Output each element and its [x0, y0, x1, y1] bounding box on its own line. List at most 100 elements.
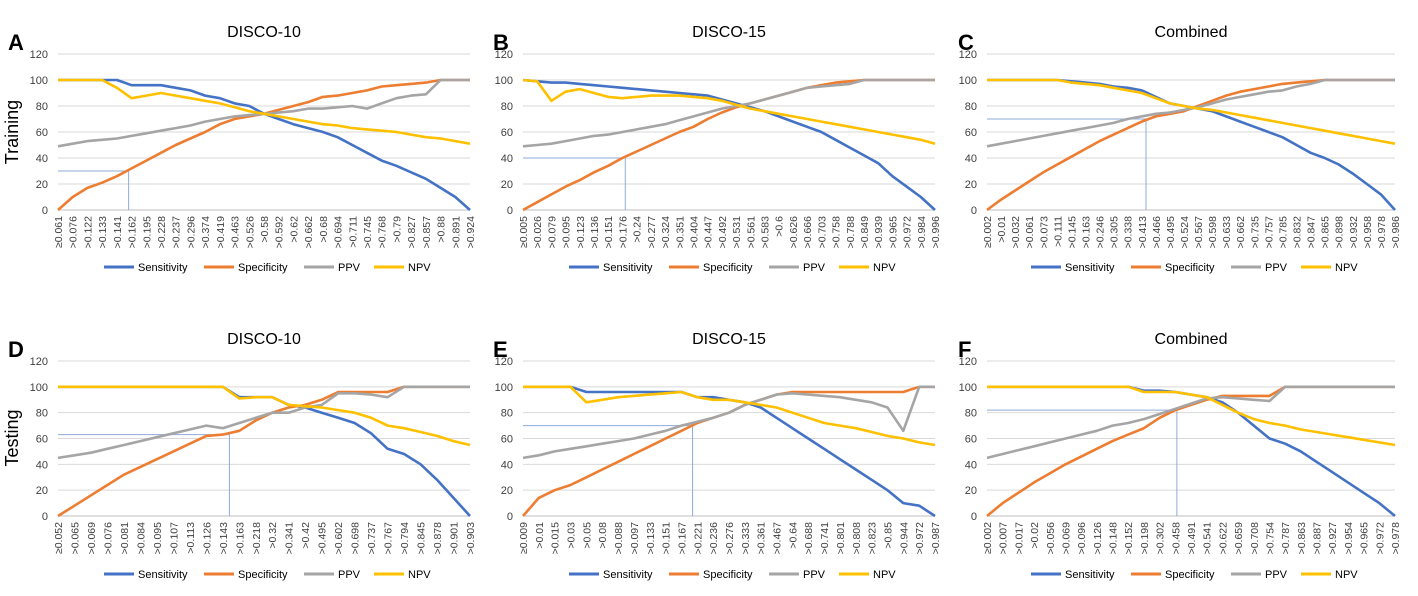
legend-label-sensitivity: Sensitivity	[1065, 569, 1115, 581]
x-tick-label: >0.03	[566, 522, 578, 549]
x-tick-label: >0.01	[534, 522, 546, 549]
y-tick-label: 80	[965, 101, 977, 113]
panel-letter: E	[493, 337, 508, 362]
x-tick-label: >0.111	[1052, 216, 1064, 247]
legend-label-specificity: Specificity	[1165, 569, 1215, 581]
x-tick-label: >0.495	[1165, 216, 1177, 249]
chart-title: DISCO-10	[227, 24, 301, 41]
x-tick-label: >0.374	[200, 216, 212, 249]
x-tick-label: >0.865	[1320, 216, 1332, 249]
y-tick-label: 80	[36, 101, 48, 113]
x-tick-label: >0.901	[449, 522, 461, 555]
x-tick-label: >0.24	[632, 216, 644, 243]
x-tick-label: >0.927	[1327, 522, 1339, 555]
x-tick-label: >0.541	[1202, 522, 1214, 555]
x-tick-label: >0.073	[1038, 216, 1050, 249]
y-tick-label: 0	[507, 511, 513, 523]
chart-title: DISCO-10	[227, 331, 301, 348]
x-tick-label: >0.64	[787, 522, 799, 549]
chart-title: Combined	[1155, 24, 1228, 41]
series-line-specificity	[57, 78, 470, 211]
x-tick-label: >0.152	[1123, 522, 1135, 555]
x-tick-label: >0.688	[803, 522, 815, 555]
x-tick-label: >0.463	[230, 216, 242, 249]
x-tick-label: >0.622	[1217, 522, 1229, 555]
y-tick-label: 60	[36, 127, 48, 139]
x-tick-label: >0.845	[416, 522, 428, 555]
x-tick-label: >0.662	[303, 216, 315, 249]
y-tick-label: 0	[42, 511, 48, 523]
x-tick-label: >0.218	[251, 522, 263, 555]
x-tick-label: >0.458	[1170, 522, 1182, 555]
legend-label-ppv: PPV	[338, 569, 361, 581]
x-tick-label: >0.703	[816, 216, 828, 249]
legend-label-npv: NPV	[408, 262, 431, 274]
y-tick-label: 60	[965, 434, 977, 446]
x-tick-label: >0.794	[399, 522, 411, 555]
x-tick-label: >0.324	[660, 216, 672, 249]
x-tick-label: >0.863	[1296, 522, 1308, 555]
x-tick-label: >0.745	[362, 216, 374, 249]
x-tick-label: >0.081	[119, 522, 131, 555]
x-tick-label: >0.176	[617, 216, 629, 249]
x-tick-label: >0.698	[350, 522, 362, 555]
x-tick-label: >0.583	[760, 216, 772, 249]
x-tick-label: >0.598	[1207, 216, 1219, 249]
x-tick-label: >0.972	[914, 522, 926, 555]
x-tick-label: >0.095	[561, 216, 573, 249]
x-tick-label: >0.6	[774, 216, 786, 237]
x-tick-label: >0.659	[1233, 522, 1245, 555]
series-line-sensitivity	[987, 78, 1396, 211]
y-tick-label: 100	[30, 382, 48, 394]
series-line-ppv	[986, 78, 1395, 148]
x-tick-label: >0.924	[465, 216, 477, 249]
y-tick-label: 80	[501, 101, 513, 113]
y-tick-label: 120	[959, 356, 977, 368]
y-tick-label: 0	[42, 205, 48, 217]
x-tick-label: >0.447	[703, 216, 715, 249]
x-tick-label: >0.351	[674, 216, 686, 249]
x-tick-label: >0.237	[171, 216, 183, 249]
legend: Sensitivity Specificity PPV NPV	[1031, 569, 1358, 581]
x-tick-label: >0.958	[1362, 216, 1374, 249]
x-tick-label: >0.978	[1376, 216, 1388, 249]
x-tick-label: >0.195	[141, 216, 153, 249]
x-tick-label: >0.026	[532, 216, 544, 249]
legend-label-specificity: Specificity	[703, 262, 753, 274]
legend: Sensitivity Specificity PPV NPV	[104, 262, 431, 274]
x-tick-label: >0.492	[717, 216, 729, 249]
panel-letter: C	[958, 30, 974, 55]
x-tick-label: >0.141	[112, 216, 124, 249]
y-tick-label: 40	[965, 153, 977, 165]
y-tick-label: 100	[959, 75, 977, 87]
y-tick-label: 80	[501, 408, 513, 420]
x-tick-label: >0.084	[135, 522, 147, 555]
x-tick-label: >0.62	[288, 216, 300, 243]
y-tick-label: 20	[501, 485, 513, 497]
series-line-ppv	[986, 385, 1395, 460]
x-tick-label: >0.061	[1024, 216, 1036, 249]
y-tick-label: 60	[36, 434, 48, 446]
x-tick-label: ≥0.002	[982, 216, 994, 248]
x-tick-label: >0.143	[218, 522, 230, 555]
x-tick-label: >0.113	[185, 522, 197, 554]
row-label-training: Training	[2, 100, 22, 164]
y-tick-label: 120	[30, 49, 48, 61]
legend: Sensitivity Specificity PPV NPV	[569, 262, 896, 274]
x-tick-label: >0.056	[1045, 522, 1057, 555]
x-tick-label: >0.58	[259, 216, 271, 243]
x-tick-label: >0.296	[185, 216, 197, 249]
x-tick-label: >0.151	[603, 216, 615, 249]
x-tick-label: >0.148	[1108, 522, 1120, 555]
x-tick-label: >0.069	[86, 522, 98, 555]
x-tick-label: >0.02	[1029, 522, 1041, 549]
x-tick-label: >0.107	[168, 522, 180, 555]
legend-label-ppv: PPV	[803, 262, 826, 274]
x-tick-label: >0.015	[550, 522, 562, 555]
series-line-specificity	[57, 385, 470, 518]
x-tick-label: >0.965	[887, 216, 899, 249]
x-tick-label: >0.466	[1151, 216, 1163, 249]
series-line-ppv	[57, 385, 470, 460]
x-tick-label: >0.097	[629, 522, 641, 555]
